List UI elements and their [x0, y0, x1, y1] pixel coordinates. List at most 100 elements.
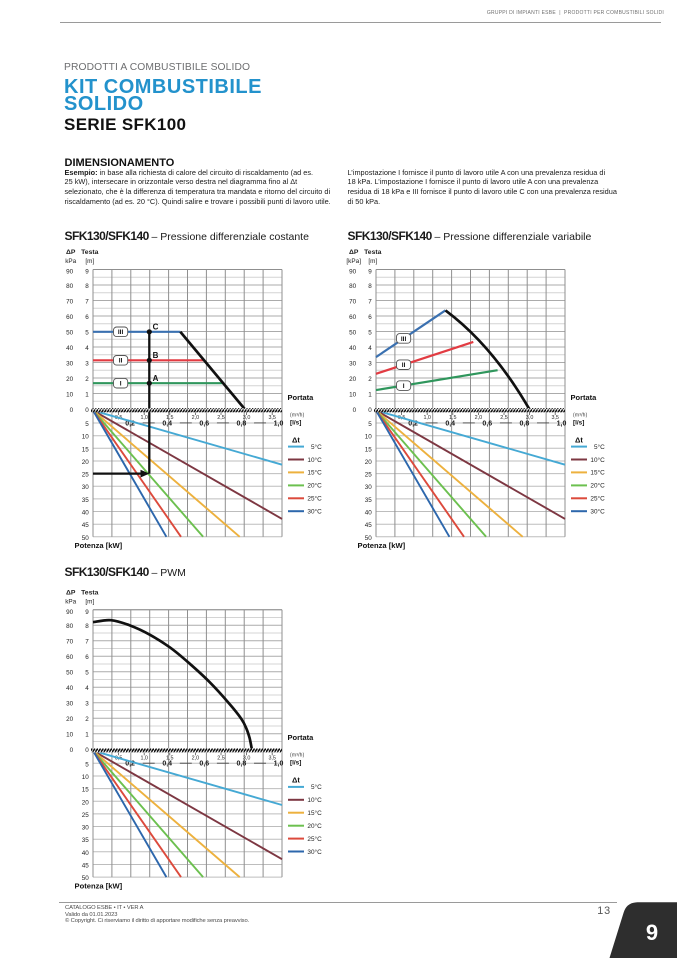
svg-text:0,2: 0,2: [408, 420, 418, 427]
svg-text:8: 8: [85, 283, 89, 290]
svg-text:0,2: 0,2: [125, 761, 135, 768]
svg-text:70: 70: [349, 298, 357, 305]
svg-text:0,4: 0,4: [162, 420, 172, 427]
svg-text:0: 0: [353, 407, 357, 414]
svg-text:20°C: 20°C: [307, 822, 322, 830]
svg-text:20: 20: [66, 376, 74, 383]
svg-text:2,5: 2,5: [500, 415, 508, 421]
svg-text:0,4: 0,4: [445, 420, 455, 427]
svg-text:6: 6: [85, 654, 89, 661]
svg-text:2,0: 2,0: [192, 756, 200, 762]
svg-text:0: 0: [70, 747, 74, 754]
svg-text:[m]: [m]: [368, 258, 377, 265]
svg-text:70: 70: [66, 298, 74, 305]
svg-text:10: 10: [66, 732, 74, 739]
svg-text:30: 30: [349, 360, 357, 367]
svg-text:[l/s]: [l/s]: [290, 760, 301, 767]
svg-text:60: 60: [66, 314, 74, 321]
svg-text:0,4: 0,4: [162, 761, 172, 768]
svg-text:20: 20: [365, 459, 373, 466]
svg-text:5: 5: [368, 329, 372, 336]
svg-text:0,6: 0,6: [482, 420, 492, 427]
svg-text:0,8: 0,8: [520, 420, 530, 427]
svg-text:7: 7: [368, 298, 372, 305]
svg-text:9: 9: [646, 920, 658, 945]
svg-text:15: 15: [365, 446, 373, 453]
svg-text:Potenza [kW]: Potenza [kW]: [75, 881, 123, 890]
svg-text:0: 0: [85, 747, 89, 754]
svg-text:3: 3: [368, 360, 372, 367]
svg-text:1,5: 1,5: [166, 756, 174, 762]
svg-text:4: 4: [85, 345, 89, 352]
svg-text:20: 20: [349, 376, 357, 383]
svg-text:30: 30: [66, 360, 74, 367]
svg-text:[l/s]: [l/s]: [290, 419, 301, 426]
svg-text:90: 90: [66, 609, 74, 616]
svg-text:25: 25: [82, 472, 90, 479]
svg-text:20°C: 20°C: [590, 482, 605, 490]
svg-text:Potenza [kW]: Potenza [kW]: [75, 541, 123, 550]
svg-text:40: 40: [365, 510, 373, 517]
svg-text:10: 10: [365, 434, 373, 441]
svg-text:15: 15: [82, 446, 90, 453]
svg-text:1,5: 1,5: [166, 415, 174, 421]
svg-text:0: 0: [85, 407, 89, 414]
svg-text:3: 3: [85, 360, 89, 367]
svg-text:Portata: Portata: [288, 733, 315, 742]
svg-text:40: 40: [66, 685, 74, 692]
svg-text:6: 6: [368, 314, 372, 321]
svg-text:ΔP: ΔP: [349, 249, 359, 256]
svg-text:5°C: 5°C: [594, 443, 605, 451]
svg-text:Δt: Δt: [292, 435, 300, 444]
svg-text:10: 10: [82, 434, 90, 441]
svg-text:30: 30: [82, 484, 90, 491]
svg-text:30: 30: [82, 825, 90, 832]
svg-text:II: II: [119, 358, 123, 365]
svg-text:5: 5: [85, 421, 89, 428]
svg-text:15°C: 15°C: [590, 469, 605, 477]
svg-text:2: 2: [368, 376, 372, 383]
svg-text:[l/s]: [l/s]: [573, 419, 584, 426]
svg-text:60: 60: [349, 314, 357, 321]
svg-text:15°C: 15°C: [307, 469, 322, 477]
svg-text:10°C: 10°C: [307, 796, 322, 804]
svg-text:5°C: 5°C: [311, 783, 322, 791]
svg-text:2,5: 2,5: [217, 756, 225, 762]
svg-text:[kPa]: [kPa]: [346, 258, 361, 265]
svg-text:9: 9: [85, 269, 89, 276]
svg-text:30°C: 30°C: [307, 848, 322, 856]
svg-text:4: 4: [85, 685, 89, 692]
svg-text:0,6: 0,6: [199, 420, 209, 427]
svg-text:90: 90: [66, 269, 74, 276]
svg-text:25°C: 25°C: [307, 495, 322, 503]
svg-text:35: 35: [365, 497, 373, 504]
svg-text:8: 8: [368, 283, 372, 290]
svg-text:10°C: 10°C: [590, 456, 605, 464]
svg-text:0,6: 0,6: [199, 761, 209, 768]
svg-text:15°C: 15°C: [307, 809, 322, 817]
svg-text:10: 10: [82, 774, 90, 781]
svg-text:50: 50: [365, 535, 373, 542]
svg-text:6: 6: [85, 314, 89, 321]
svg-text:3,0: 3,0: [526, 415, 534, 421]
svg-text:7: 7: [85, 298, 89, 305]
svg-text:3,0: 3,0: [243, 756, 251, 762]
svg-text:3,5: 3,5: [268, 756, 276, 762]
svg-text:III: III: [118, 329, 124, 336]
svg-text:2,5: 2,5: [217, 415, 225, 421]
svg-text:ΔP: ΔP: [66, 589, 76, 596]
svg-text:5: 5: [85, 761, 89, 768]
svg-text:25°C: 25°C: [307, 835, 322, 843]
svg-text:25: 25: [82, 812, 90, 819]
svg-text:35: 35: [82, 497, 90, 504]
svg-text:kPa: kPa: [65, 258, 76, 265]
svg-text:5: 5: [85, 329, 89, 336]
svg-text:35: 35: [82, 837, 90, 844]
svg-text:9: 9: [85, 609, 89, 616]
svg-text:80: 80: [349, 283, 357, 290]
svg-text:45: 45: [82, 863, 90, 870]
svg-text:Potenza [kW]: Potenza [kW]: [358, 541, 406, 550]
svg-text:50: 50: [82, 875, 90, 882]
svg-text:90: 90: [349, 269, 357, 276]
svg-text:1,0: 1,0: [140, 415, 148, 421]
